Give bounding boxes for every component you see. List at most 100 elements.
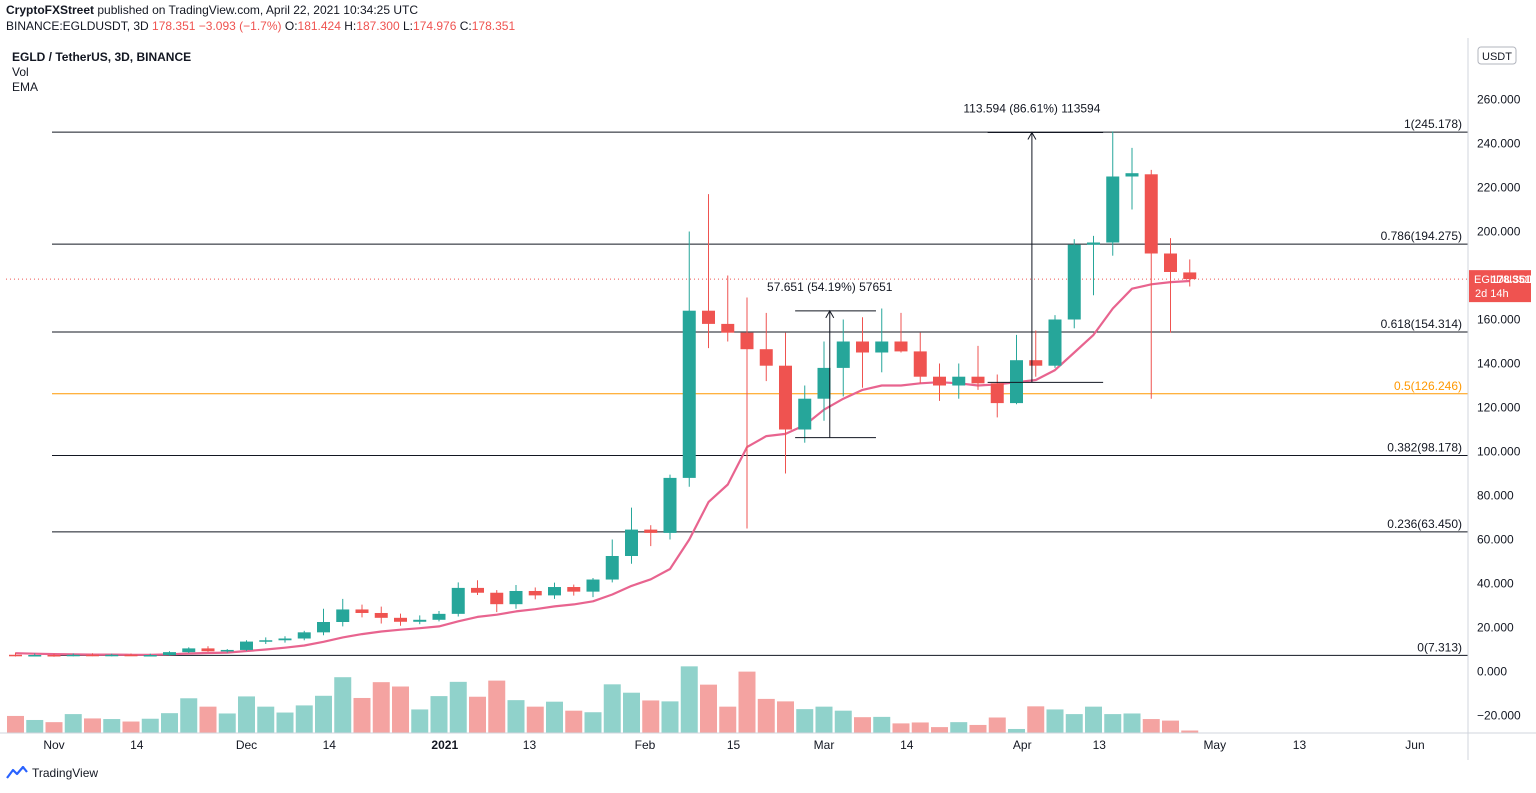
candle-body [663,477,677,533]
currency-badge [1477,46,1517,65]
last-price: 178.351 [152,19,196,33]
ohlc-line: BINANCE:EGLDUSDT, 3D 178.351 −3.093 (−1.… [6,19,515,33]
volume-bar [7,715,24,733]
volume-bar [1123,713,1141,733]
fibonacci-levels: 1(245.178) 0.786(194.275) 0.618(154.314) 0.… [52,117,1468,656]
time-axis-tick: 13 [1293,738,1307,752]
chart-legend: EGLD / TetherUS, 3D, BINANCE Vol EMA [12,50,191,95]
volume-bar [257,706,275,733]
candle-body [586,579,600,592]
volume-bar [141,718,159,733]
volume-bar [295,705,313,733]
fib-level-label: 0.618(154.314) [1381,317,1462,331]
low-label: L: [403,19,414,33]
legend-ema[interactable]: EMA [12,80,39,94]
footer-brand-label: TradingView [32,766,99,780]
legend-title[interactable]: EGLD / TetherUS, 3D, BINANCE [12,50,192,64]
candle-body [625,529,638,556]
fib-level-label: 1(245.178) [1404,117,1462,131]
volume-bar [469,696,486,733]
legend-vol[interactable]: Vol [12,65,29,79]
price-axis-tick: 140.000 [1477,357,1521,371]
price-label-value: 178.351 [1491,274,1531,286]
time-axis-tick: 14 [130,738,144,752]
candle-body [644,529,658,533]
axes: 260.000240.000220.000200.000180.000160.0… [0,38,1536,760]
candle-body [336,609,350,622]
candle-body [990,383,1004,404]
time-axis-tick: 14 [900,738,914,752]
measure-arrowhead [825,309,835,319]
volume-bar [64,714,82,733]
candle-body [28,655,42,657]
volume-bar [526,706,544,733]
price-chart[interactable]: 1(245.178) 0.786(194.275) 0.618(154.314) 0.… [0,38,1536,766]
candle-body [278,638,292,641]
volume-bar [84,718,101,733]
volume-bar [873,716,891,733]
currency-badge-label: USDT [1482,51,1512,63]
candle-body [952,376,966,386]
candle-body [374,612,388,618]
candle-body [894,341,908,352]
price-axis-tick: 20.000 [1477,621,1514,635]
candle-body [105,654,119,657]
volume-bar [372,682,390,733]
time-axis-tick: 15 [727,738,741,752]
volume-bar [276,712,294,733]
close-label: C: [459,19,472,33]
candle-body [875,341,889,353]
candle-body [567,587,581,592]
volume-bar [199,706,217,733]
volume-bar [1142,719,1160,733]
candle-body [1029,360,1043,366]
price-label-symbol: EGLDUSDT [1474,274,1534,286]
volume-bar [1104,714,1122,733]
volume-bar [449,681,467,733]
volume-bar [26,719,44,733]
candle-body [605,556,619,580]
volume-bar [950,722,968,733]
candle-body [355,609,369,613]
candle-body [451,587,465,614]
tradingview-logo-icon [6,766,28,779]
candle-body [548,587,561,596]
fib-level-label: 0.5(126.246) [1394,379,1462,393]
high-value: 187.300 [356,19,400,33]
candle-body [163,652,176,655]
volume-bar [1046,709,1064,733]
volume-bar [834,710,852,733]
candle-body [86,654,99,657]
candle-body [9,654,22,657]
candle-body [817,367,831,399]
fib-level-label: 0.786(194.275) [1381,229,1462,243]
volume-bar [777,701,794,733]
candle-body [1087,242,1100,245]
symbol-line: BINANCE:EGLDUSDT, 3D [6,19,149,33]
candle-body [509,590,523,605]
publish-header: CryptoFXStreet published on TradingView.… [0,0,1536,38]
volume-bar [546,701,563,733]
time-axis-tick: Mar [814,738,835,752]
time-axis-tick: 2021 [431,738,458,752]
volume-bar [392,686,409,733]
volume-bar [757,698,775,733]
time-axis-tick: 14 [323,738,337,752]
measure-arrowhead [1027,131,1037,140]
time-axis-tick: Jun [1405,738,1424,752]
candles [6,131,1468,657]
time-axis-tick: 13 [1093,738,1107,752]
price-axis-tick: 0.000 [1477,665,1507,679]
volume-bar [623,692,640,733]
price-label-countdown: 2d 14h [1475,288,1509,300]
publisher-name[interactable]: CryptoFXStreet [6,3,95,17]
current-price-label-box [1469,270,1531,303]
price-axis-tick: 80.000 [1477,489,1514,503]
candle-body [297,632,311,639]
volume-bar [892,723,910,733]
ema-polyline [15,279,1190,656]
candle-body [471,587,484,593]
candle-body [1048,319,1062,366]
price-axis-tick: 240.000 [1477,137,1521,151]
fib-level-label: 0(7.313) [1417,640,1462,654]
